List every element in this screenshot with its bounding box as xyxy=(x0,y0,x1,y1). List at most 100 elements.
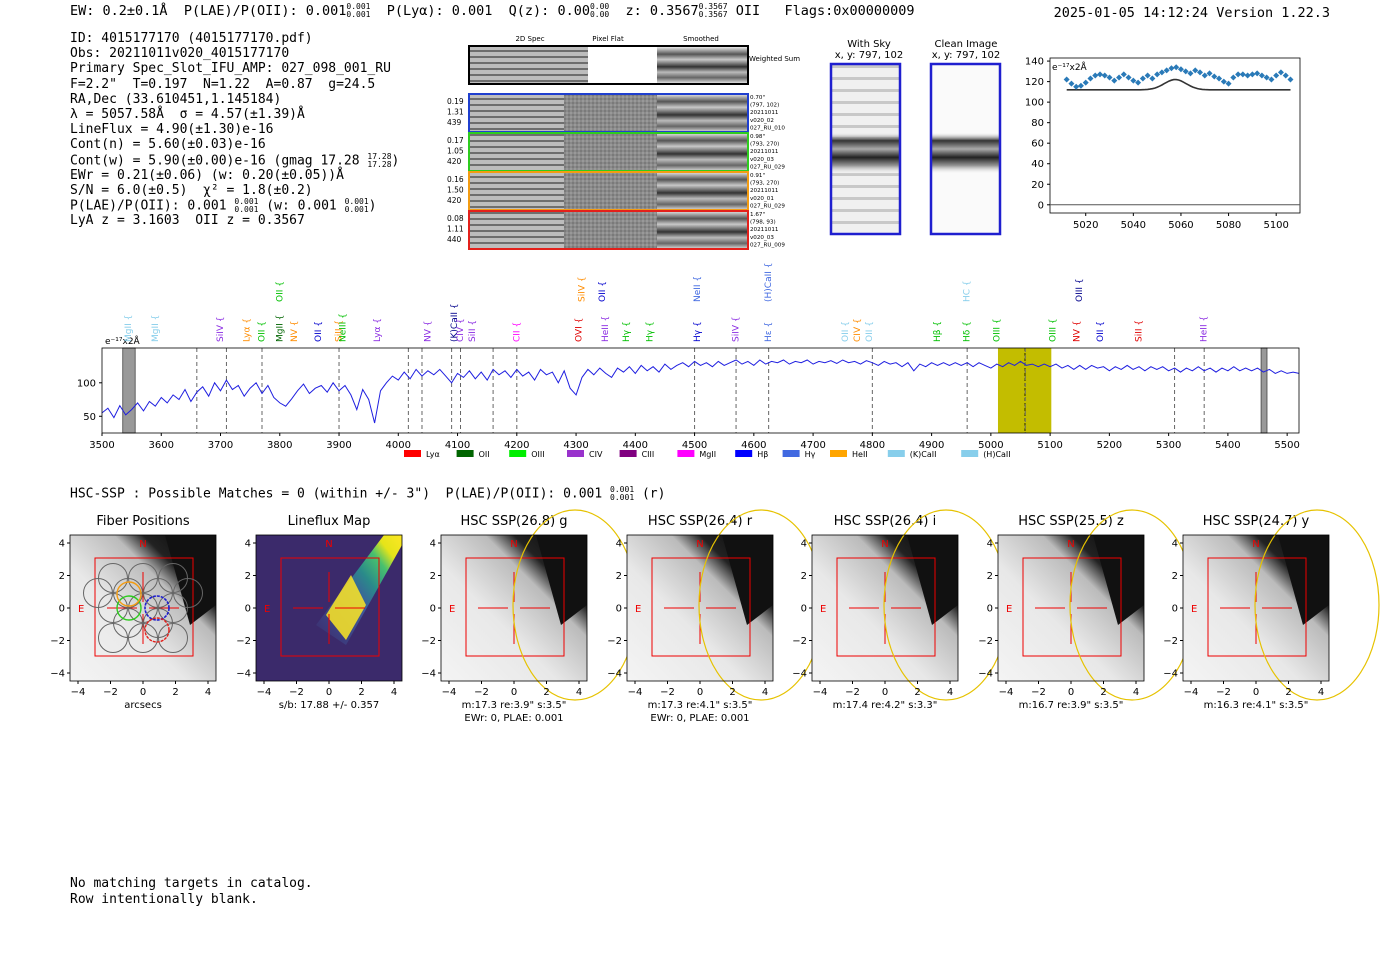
x-tick-label: 4 xyxy=(576,687,582,698)
x-tick-label: 4 xyxy=(947,687,953,698)
cutout-left-label: 420 xyxy=(447,157,462,166)
aperture-box xyxy=(651,557,751,657)
fiber-circle xyxy=(158,563,188,593)
cutout-right-label: 0.98" xyxy=(750,134,765,140)
x-tick-label: 0 xyxy=(326,687,332,698)
info-plae-text: P(LAE)/P(OII): 0.001 xyxy=(70,198,227,214)
header-z-line: OII xyxy=(735,3,761,19)
data-point xyxy=(1177,66,1184,73)
clean-image-frame xyxy=(929,62,1002,236)
panel-xlabel: arcsecs xyxy=(124,700,162,711)
cutout-right-label: 0.70" xyxy=(750,95,765,101)
data-point xyxy=(1068,80,1075,87)
cutout-frame xyxy=(468,210,749,250)
line-fit-frame xyxy=(1049,57,1301,214)
line-label: Hβ { xyxy=(933,321,943,342)
east-label: E xyxy=(635,604,641,615)
x-tick-label: 3500 xyxy=(89,440,114,451)
x-tick-label: −2 xyxy=(1031,687,1046,698)
line-label: MgII { xyxy=(151,315,161,342)
aperture-box xyxy=(465,557,565,657)
y-tick-label: 100 xyxy=(77,378,96,389)
info-lineflux: LineFlux = 4.90(±1.30)e-16 xyxy=(70,122,274,138)
aperture-box xyxy=(280,557,380,657)
aperture-box xyxy=(836,557,936,657)
clean-image-coords: x, y: 797, 102 xyxy=(932,50,1001,61)
data-point xyxy=(1225,80,1232,87)
x-tick-label: 3900 xyxy=(326,440,351,451)
line-label: CIV { xyxy=(853,318,863,342)
fiber-circle xyxy=(83,578,113,608)
fiber-circle xyxy=(128,563,158,593)
data-point xyxy=(1144,72,1151,79)
data-point xyxy=(1073,83,1080,90)
y-tick-label: 0 xyxy=(59,604,65,615)
line-label: HC { xyxy=(963,280,973,302)
east-label: E xyxy=(78,604,84,615)
info-obs: Obs: 20211011v020_4015177170 xyxy=(70,46,290,62)
fiber-highlight xyxy=(116,581,142,607)
panel-title: HSC SSP(26.4) r xyxy=(648,514,753,529)
x-tick-label: 0 xyxy=(1068,687,1074,698)
y-tick-label: 60 xyxy=(1031,139,1044,150)
y-tick-label: −2 xyxy=(792,636,807,647)
y-tick-label: 0 xyxy=(616,604,622,615)
x-tick-label: −4 xyxy=(257,687,272,698)
legend-label: CIV xyxy=(589,450,603,459)
info-params: F=2.2" T=0.197 N=1.22 A=0.87 g=24.5 xyxy=(70,76,376,92)
line-label: OII { xyxy=(841,321,851,342)
data-point xyxy=(1130,77,1137,84)
panel-title: HSC SSP(25.5) z xyxy=(1018,514,1124,529)
cutout-left-label: 0.16 xyxy=(447,175,464,184)
x-tick-label: −2 xyxy=(845,687,860,698)
image-panel: HSC SSP(26.8) g N E −4 −4 −2 −2 0 0 2 2 4 4 m:17.3 re… xyxy=(421,509,638,724)
line-label: OIII { xyxy=(992,318,1002,342)
x-tick-label: 3600 xyxy=(149,440,174,451)
weighted-sum-text: Weighted Sum xyxy=(749,55,800,63)
panel-sublabel: EWr: 0, PLAE: 0.001 xyxy=(650,713,749,724)
cutout-header-smoothed: Smoothed xyxy=(683,35,719,43)
fiber-circle xyxy=(143,578,173,608)
header-qz-sup: 0.00 xyxy=(589,2,610,11)
cutout-right-label: v020_01 xyxy=(750,196,774,202)
catalog-notes: No matching targets in catalog. Row inte… xyxy=(70,876,313,907)
header-ew: EW: 0.2±0.1Å xyxy=(70,3,168,19)
clean-image-title: Clean Image xyxy=(935,39,998,50)
with-sky-lines xyxy=(832,65,899,233)
data-point xyxy=(1244,72,1251,79)
legend-item: Lyα xyxy=(404,450,440,459)
with-sky-title: With Sky xyxy=(847,39,891,50)
spectra-cutouts: 2D Spec Pixel Flat Smoothed Weighted Sum… xyxy=(447,35,800,250)
line-label: NV { xyxy=(1072,321,1082,342)
y-tick-label: 2 xyxy=(616,571,622,582)
legend-item: OIII xyxy=(509,450,545,459)
legend-label: (H)CaII xyxy=(983,450,1010,459)
y-tick-label: 0 xyxy=(1172,604,1178,615)
cutout-header-2d-spec: 2D Spec xyxy=(515,35,544,43)
data-point xyxy=(1149,75,1156,82)
cutout-right-label: v020_03 xyxy=(750,157,774,163)
header-z: z: 0.3567 xyxy=(625,3,699,19)
east-label: E xyxy=(1006,604,1012,615)
x-tick-label: 5200 xyxy=(1097,440,1122,451)
info-cont-n: Cont(n) = 5.60(±0.03)e-16 xyxy=(70,137,266,153)
x-tick-label: 4 xyxy=(762,687,768,698)
x-tick-label: 3700 xyxy=(208,440,233,451)
fiber-highlight xyxy=(144,595,170,621)
cutout-pixel-flat xyxy=(564,94,657,132)
cutout-right-label: v020_03 xyxy=(750,235,774,241)
x-tick-label: 4 xyxy=(1133,687,1139,698)
east-label: E xyxy=(1191,604,1197,615)
cutout-left-label: 1.11 xyxy=(447,225,464,234)
weighted-sum-label: Weighted Sum xyxy=(749,55,800,63)
legend-label: HeII xyxy=(852,450,868,459)
data-point xyxy=(1097,71,1103,78)
x-tick-label: 5300 xyxy=(1156,440,1181,451)
line-label: OII { xyxy=(1096,321,1106,342)
weighted-pixel-flat xyxy=(588,47,657,83)
data-point xyxy=(1125,74,1132,81)
cutout-left-label: 420 xyxy=(447,196,462,205)
cutout-left-label: 1.50 xyxy=(447,186,464,195)
line-label: Hγ { xyxy=(622,321,632,342)
